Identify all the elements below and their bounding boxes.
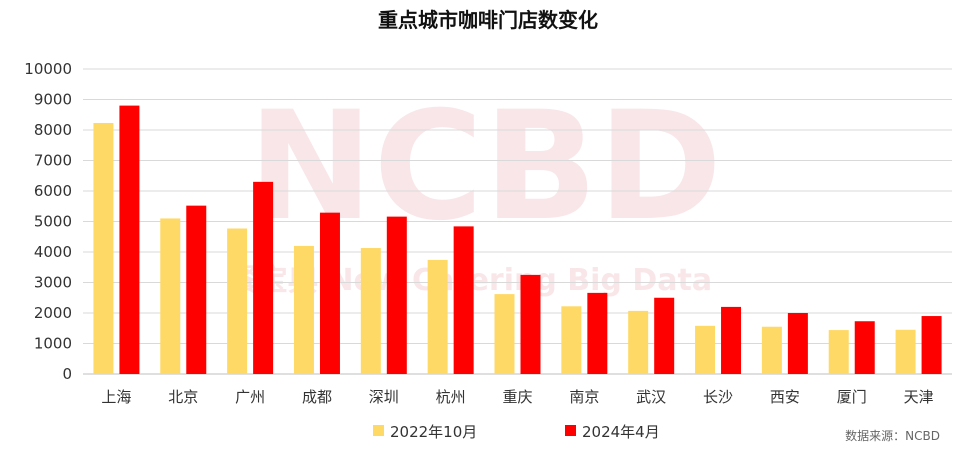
y-tick-label: 8000: [34, 121, 72, 139]
bar: [427, 259, 448, 374]
bar: [386, 216, 407, 374]
y-axis-ticks: 0 1000 2000 3000 4000 5000 6000 7000 8000 9000 100…: [24, 60, 72, 383]
x-tick-label: 北京: [168, 388, 198, 406]
x-axis-labels: 上海 北京 广州 成都 深圳 杭州 重庆 南京 武汉 长沙 西安 厦门 天津: [101, 388, 933, 406]
bar: [787, 313, 808, 374]
legend-swatch: [373, 425, 384, 436]
bar: [587, 292, 608, 374]
bar: [695, 325, 716, 374]
x-tick-label: 南京: [569, 388, 599, 406]
bar: [721, 306, 742, 374]
bar: [186, 205, 207, 374]
y-tick-label: 10000: [24, 60, 72, 78]
bar: [520, 274, 541, 374]
y-tick-label: 2000: [34, 304, 72, 322]
legend-swatch: [565, 425, 576, 436]
bar: [828, 330, 849, 374]
bar: [453, 226, 474, 374]
bar: [93, 122, 114, 374]
bar: [854, 321, 875, 374]
source-note: 数据来源：NCBD: [845, 428, 940, 443]
y-tick-label: 3000: [34, 274, 72, 292]
bar: [628, 310, 649, 374]
x-tick-label: 西安: [770, 388, 800, 406]
bar: [253, 181, 274, 374]
bar: [227, 228, 248, 374]
bar: [921, 316, 942, 374]
bar: [761, 326, 782, 374]
y-tick-label: 9000: [34, 91, 72, 109]
x-tick-label: 长沙: [703, 388, 733, 406]
bar: [654, 297, 675, 374]
y-tick-label: 1000: [34, 335, 72, 353]
bars: [93, 105, 942, 374]
bar: [119, 105, 140, 374]
legend-label: 2022年10月: [390, 423, 477, 441]
y-tick-label: 5000: [34, 213, 72, 231]
x-tick-label: 武汉: [636, 388, 666, 406]
bar: [561, 306, 582, 374]
x-tick-label: 成都: [302, 388, 332, 406]
x-tick-label: 厦门: [837, 388, 867, 406]
y-tick-label: 0: [62, 365, 72, 383]
x-tick-label: 杭州: [436, 388, 466, 406]
chart-title: 重点城市咖啡门店数变化: [378, 8, 598, 32]
x-tick-label: 深圳: [369, 388, 399, 406]
bar: [360, 248, 381, 374]
y-tick-label: 7000: [34, 152, 72, 170]
y-tick-label: 6000: [34, 182, 72, 200]
x-tick-label: 重庆: [502, 388, 532, 406]
legend: 2022年10月 2024年4月: [373, 423, 660, 441]
bar: [895, 329, 916, 374]
x-tick-label: 广州: [235, 388, 265, 406]
bar: [494, 294, 515, 374]
x-tick-label: 上海: [101, 388, 131, 406]
bar: [160, 218, 181, 374]
x-tick-label: 天津: [904, 388, 934, 406]
bar: [319, 212, 340, 374]
y-tick-label: 4000: [34, 243, 72, 261]
legend-label: 2024年4月: [582, 423, 660, 441]
bar: [293, 245, 314, 374]
watermark-main: NCBD: [248, 80, 722, 254]
